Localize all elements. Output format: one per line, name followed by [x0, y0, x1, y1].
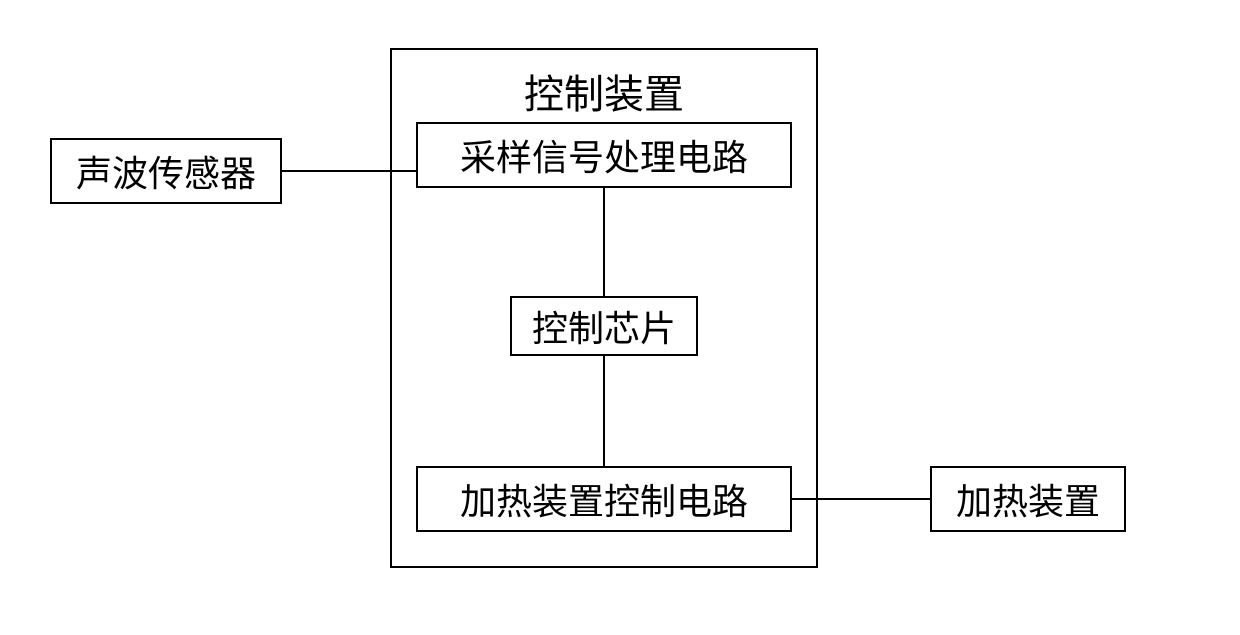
node-control-chip-label: 控制芯片: [532, 300, 676, 352]
node-sensor-label: 声波传感器: [76, 145, 256, 197]
node-heater-circuit-label: 加热装置控制电路: [460, 473, 748, 525]
node-heater-circuit: 加热装置控制电路: [416, 466, 792, 532]
controller-container-title: 控制装置: [392, 62, 816, 120]
node-sampling-circuit: 采样信号处理电路: [416, 122, 792, 188]
node-heater: 加热装置: [930, 466, 1126, 532]
node-sampling-circuit-label: 采样信号处理电路: [460, 129, 748, 181]
edge-sensor-to-sampling: [282, 170, 416, 172]
edge-chip-to-heater-circuit: [603, 356, 605, 466]
edge-heater-circuit-to-heater: [792, 498, 930, 500]
node-control-chip: 控制芯片: [510, 296, 698, 356]
edge-sampling-to-chip: [603, 188, 605, 296]
node-sensor: 声波传感器: [50, 138, 282, 204]
node-heater-label: 加热装置: [956, 473, 1100, 525]
diagram-canvas: 控制装置 声波传感器 采样信号处理电路 控制芯片 加热装置控制电路 加热装置: [0, 0, 1240, 635]
